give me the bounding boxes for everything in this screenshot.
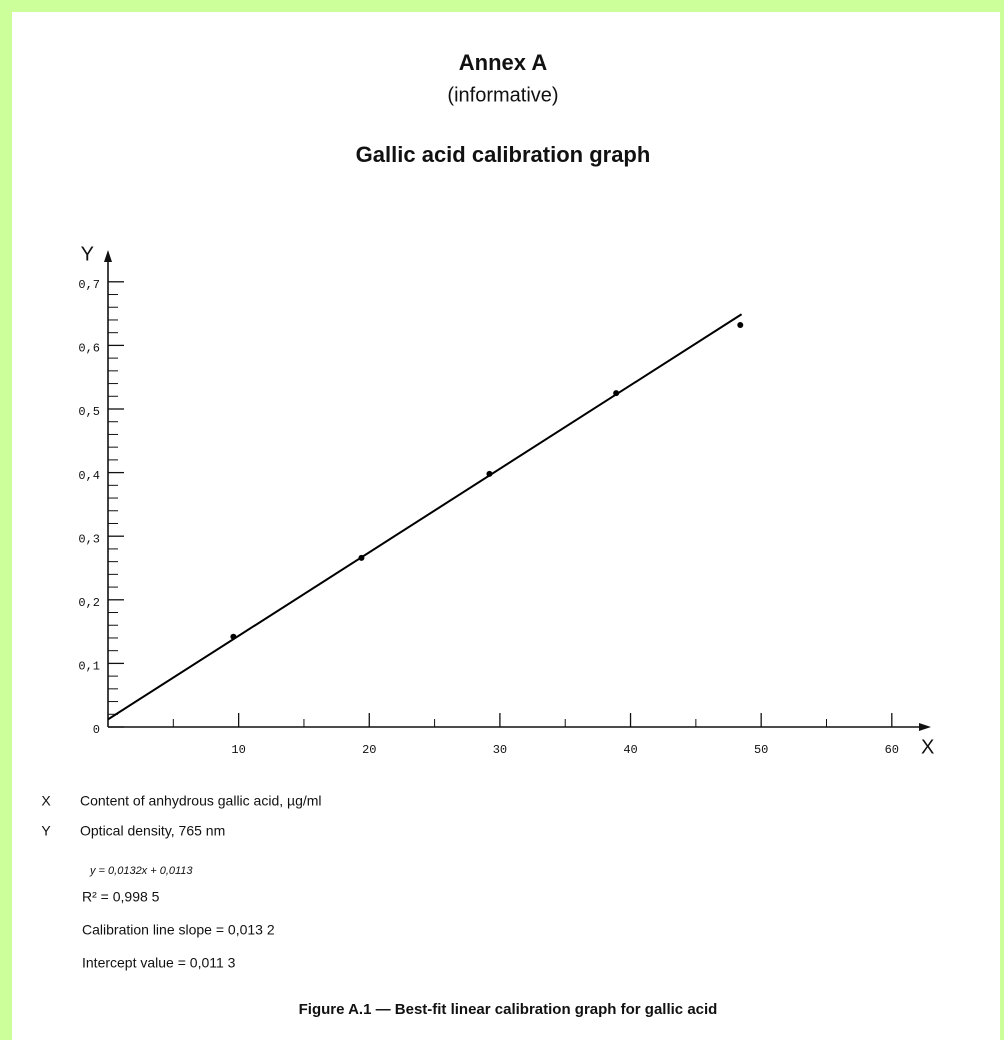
key-symbol: Y [41, 823, 51, 839]
intercept: Intercept value = 0,011 3 [82, 955, 236, 971]
caption: Figure A.1 — Best-fit linear calibration… [299, 1001, 718, 1018]
fit-line [107, 313, 743, 721]
y-tick-label: 0,5 [78, 405, 100, 419]
equation: y = 0,0132x + 0,0113 [89, 865, 193, 877]
x-tick-label: 50 [754, 743, 768, 757]
x-tick-label: 30 [493, 743, 507, 757]
y-tick-label: 0,7 [78, 278, 100, 292]
key-text: Content of anhydrous gallic acid, µg/ml [80, 793, 322, 809]
annex-title: Annex A [459, 50, 548, 75]
key-symbol: X [41, 793, 51, 809]
annex-subtitle: (informative) [447, 84, 558, 106]
slope: Calibration line slope = 0,013 2 [82, 922, 275, 938]
x-tick-label: 60 [885, 743, 899, 757]
y-tick-label: 0,6 [78, 342, 100, 356]
x-tick-label: 20 [362, 743, 376, 757]
x-tick-label: 10 [231, 743, 245, 757]
paper [12, 12, 1000, 1040]
data-point [737, 322, 744, 329]
heading: Gallic acid calibration graph [356, 142, 651, 167]
y-tick-label: 0 [93, 723, 100, 737]
x-axis-label: X [921, 736, 934, 758]
key-text: Optical density, 765 nm [80, 823, 225, 839]
y-tick-label: 0,4 [78, 469, 100, 483]
y-axis-label: Y [81, 243, 94, 265]
y-tick-label: 0,2 [78, 596, 100, 610]
x-axis-arrow [919, 723, 931, 731]
y-tick-label: 0,1 [78, 660, 100, 674]
y-tick-label: 0,3 [78, 532, 100, 546]
y-axis-arrow [104, 250, 112, 262]
r-squared: R² = 0,998 5 [82, 889, 160, 905]
x-tick-label: 40 [623, 743, 637, 757]
